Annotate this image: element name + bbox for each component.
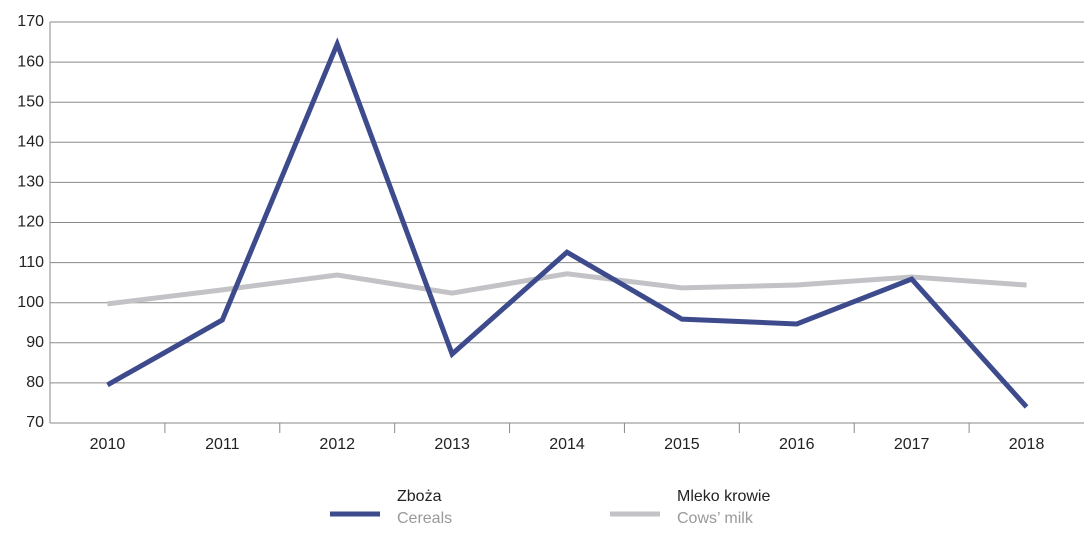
series-line xyxy=(107,271,1027,307)
y-tick-label: 160 xyxy=(17,53,44,70)
x-tick-label: 2016 xyxy=(779,436,815,453)
x-tick-label: 2015 xyxy=(664,436,700,453)
x-tick-label: 2011 xyxy=(205,436,240,453)
y-tick-label: 150 xyxy=(17,93,44,110)
y-tick-label: 100 xyxy=(17,294,44,311)
y-tick-label: 70 xyxy=(26,414,44,431)
y-tick-label: 120 xyxy=(17,214,44,231)
y-tick-label: 90 xyxy=(26,334,44,351)
legend-label: Mleko krowie xyxy=(677,488,770,505)
x-tick-label: 2012 xyxy=(319,436,355,453)
y-tick-label: 130 xyxy=(17,174,44,191)
y-tick-label: 170 xyxy=(17,13,44,30)
x-tick-label: 2010 xyxy=(90,436,126,453)
legend-label: Zboża xyxy=(397,488,442,505)
x-tick-label: 2018 xyxy=(1009,436,1045,453)
x-tick-label: 2013 xyxy=(434,436,470,453)
legend-sublabel: Cows’ milk xyxy=(677,510,754,527)
legend-sublabel: Cereals xyxy=(397,510,452,527)
y-tick-label: 110 xyxy=(18,254,44,271)
y-tick-label: 80 xyxy=(26,374,44,391)
y-tick-label: 140 xyxy=(17,134,44,151)
series-line xyxy=(106,37,1029,409)
x-tick-label: 2017 xyxy=(894,436,930,453)
x-tick-label: 2014 xyxy=(549,436,585,453)
